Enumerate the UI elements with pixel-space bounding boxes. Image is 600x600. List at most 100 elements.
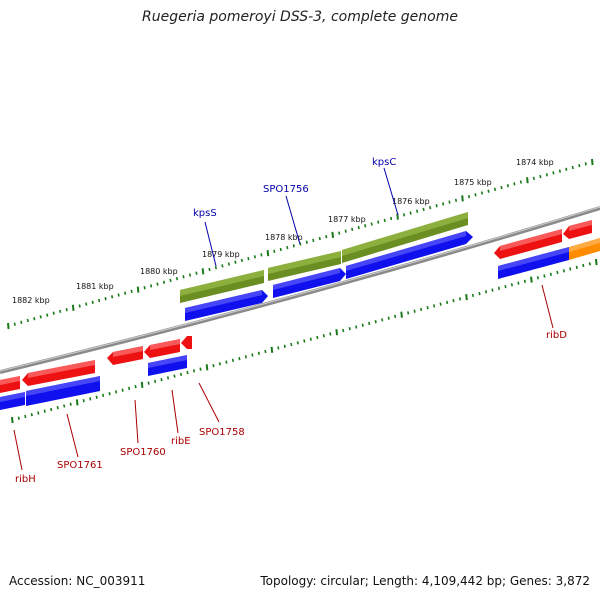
minor-tick <box>467 194 471 199</box>
minor-tick <box>69 402 72 406</box>
minor-tick <box>374 320 377 324</box>
minor-tick <box>448 200 451 204</box>
minor-tick <box>124 291 127 295</box>
minor-tick <box>506 184 509 188</box>
minor-tick <box>78 304 81 308</box>
minor-tick <box>344 229 347 233</box>
minor-tick <box>312 238 315 243</box>
label-SPO1760[interactable]: SPO1760 <box>120 447 166 458</box>
minor-tick <box>46 313 49 317</box>
major-tick <box>465 294 468 301</box>
minor-tick <box>480 191 484 195</box>
label-ribE[interactable]: ribE <box>171 436 191 447</box>
minor-tick <box>283 344 286 348</box>
minor-tick <box>403 213 406 217</box>
kbp-label-1882: 1882 kbp <box>12 296 50 305</box>
minor-tick <box>413 309 416 313</box>
minor-tick <box>188 273 192 277</box>
minor-tick <box>166 376 170 380</box>
minor-tick <box>575 265 578 269</box>
minor-tick <box>147 381 150 385</box>
minor-tick <box>115 390 118 394</box>
minor-tick <box>355 325 358 329</box>
minor-tick <box>89 397 92 401</box>
label-kpsC[interactable]: kpsC <box>372 157 396 168</box>
major-tick <box>75 399 79 406</box>
minor-tick <box>407 311 410 315</box>
minor-tick <box>351 227 354 232</box>
minor-tick <box>234 260 237 264</box>
major-tick <box>7 322 10 330</box>
minor-tick <box>420 307 423 312</box>
label-SPO1758[interactable]: SPO1758 <box>199 427 245 438</box>
minor-tick <box>519 180 522 184</box>
minor-tick <box>128 386 131 391</box>
minor-tick <box>390 216 393 221</box>
minor-tick <box>569 267 572 271</box>
label-ribH[interactable]: ribH <box>15 474 36 485</box>
major-tick <box>530 276 533 283</box>
minor-tick <box>292 244 295 248</box>
minor-tick <box>348 327 351 331</box>
minor-tick <box>562 269 565 273</box>
minor-tick <box>257 351 260 355</box>
minor-tick <box>433 304 436 308</box>
minor-tick <box>37 411 40 415</box>
reverse-gene-track-left <box>0 336 192 393</box>
reverse-gene-track-right <box>494 220 592 259</box>
scale-labels: 1882 kbp 1881 kbp 1880 kbp 1879 kbp 1878… <box>12 158 554 305</box>
label-kpsS[interactable]: kpsS <box>193 208 217 219</box>
kbp-label-1881: 1881 kbp <box>76 282 114 291</box>
kbp-label-1880: 1880 kbp <box>140 267 178 276</box>
minor-tick <box>102 393 105 398</box>
minor-tick <box>484 290 488 294</box>
minor-tick <box>523 279 526 283</box>
minor-tick <box>26 318 29 323</box>
major-tick <box>400 311 403 318</box>
minor-tick <box>381 318 384 322</box>
minor-tick <box>394 314 397 319</box>
minor-tick <box>85 302 88 306</box>
forward-label-leaders <box>204 167 399 267</box>
minor-tick <box>329 332 332 336</box>
kbp-label-1874: 1874 kbp <box>516 158 554 167</box>
minor-tick <box>316 335 319 340</box>
label-SPO1761[interactable]: SPO1761 <box>57 460 103 471</box>
minor-tick <box>322 334 325 338</box>
minor-tick <box>59 309 62 314</box>
minor-tick <box>212 363 215 368</box>
minor-tick <box>33 317 36 321</box>
label-ribD[interactable]: ribD <box>546 330 567 341</box>
minor-tick <box>513 182 516 186</box>
minor-tick <box>214 266 217 270</box>
label-SPO1756[interactable]: SPO1756 <box>263 184 309 195</box>
minor-tick <box>429 205 432 210</box>
minor-tick <box>121 388 124 392</box>
minor-tick <box>422 207 425 212</box>
minor-tick <box>582 263 585 268</box>
gene-SPO1758[interactable] <box>181 336 192 349</box>
minor-tick <box>439 302 442 306</box>
minor-tick <box>117 293 120 297</box>
minor-tick <box>318 236 321 241</box>
minor-tick <box>154 379 157 384</box>
minor-tick <box>325 235 328 239</box>
minor-tick <box>17 416 20 420</box>
minor-tick <box>426 305 429 310</box>
major-tick <box>71 304 75 311</box>
minor-tick <box>383 218 386 222</box>
minor-tick <box>253 255 256 259</box>
major-tick <box>140 381 144 388</box>
minor-tick <box>130 289 133 294</box>
major-tick <box>201 268 205 275</box>
minor-tick <box>156 282 159 286</box>
kbp-label-1877: 1877 kbp <box>328 215 366 224</box>
minor-tick <box>208 267 211 272</box>
minor-tick <box>536 276 539 280</box>
minor-tick <box>543 274 546 278</box>
major-tick <box>266 250 270 257</box>
reverse-labels: ribH SPO1761 SPO1760 ribE SPO1758 ribD <box>15 330 567 485</box>
minor-tick <box>471 293 475 298</box>
minor-tick <box>244 355 247 359</box>
accession-text: Accession: NC_003911 <box>9 574 146 588</box>
